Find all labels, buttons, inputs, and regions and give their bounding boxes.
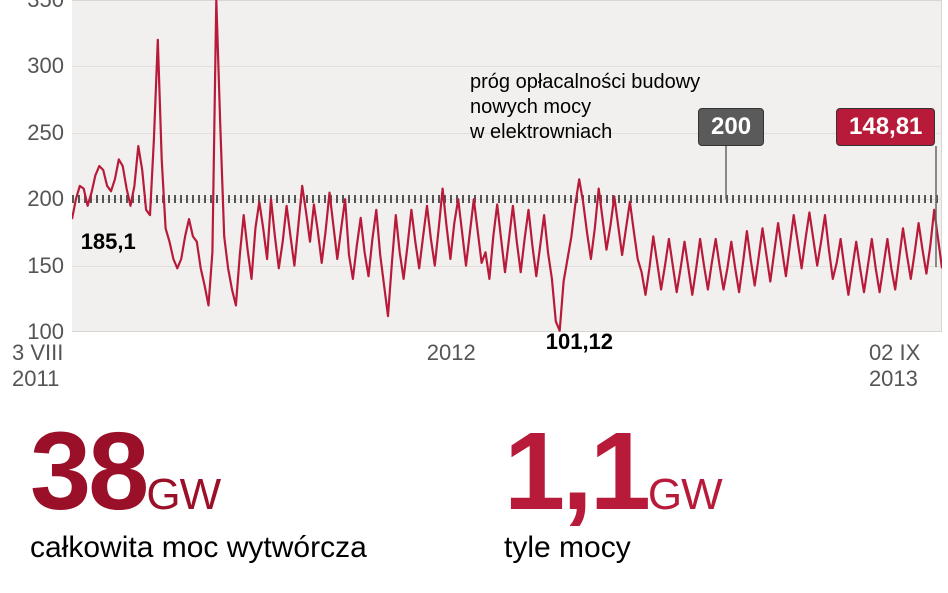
threshold-badge: 200: [698, 108, 764, 146]
xtick-label: 3 VIII2011: [12, 340, 63, 392]
stats-row: 38GW całkowita moc wytwórcza 1,1GW tyle …: [0, 420, 948, 565]
ytick-label: 250: [6, 120, 64, 146]
point-label: 101,12: [546, 329, 613, 355]
stat-right-caption: tyle mocy: [504, 531, 948, 565]
ytick-label: 350: [6, 0, 64, 13]
ytick-label: 300: [6, 53, 64, 79]
end-value-badge: 148,81: [836, 108, 935, 146]
stat-right: 1,1GW tyle mocy: [474, 420, 948, 565]
stat-left-caption: całkowita moc wytwórcza: [30, 531, 474, 565]
point-label: 185,1: [81, 229, 136, 255]
stat-left-number: 38: [30, 410, 146, 533]
ytick-label: 150: [6, 253, 64, 279]
xtick-label: 02 IX2013: [869, 340, 920, 392]
threshold-note: próg opłacalności budowynowych mocyw ele…: [470, 70, 700, 145]
stat-right-unit: GW: [648, 470, 722, 519]
xtick-label: 2012: [427, 340, 476, 366]
price-line: [72, 0, 942, 332]
stat-left-unit: GW: [146, 470, 220, 519]
ytick-label: 200: [6, 186, 64, 212]
stat-right-number: 1,1: [504, 410, 648, 533]
stat-left: 38GW całkowita moc wytwórcza: [0, 420, 474, 565]
chart-container: 100150200250300350 3 VIII2011201202 IX20…: [0, 0, 948, 395]
